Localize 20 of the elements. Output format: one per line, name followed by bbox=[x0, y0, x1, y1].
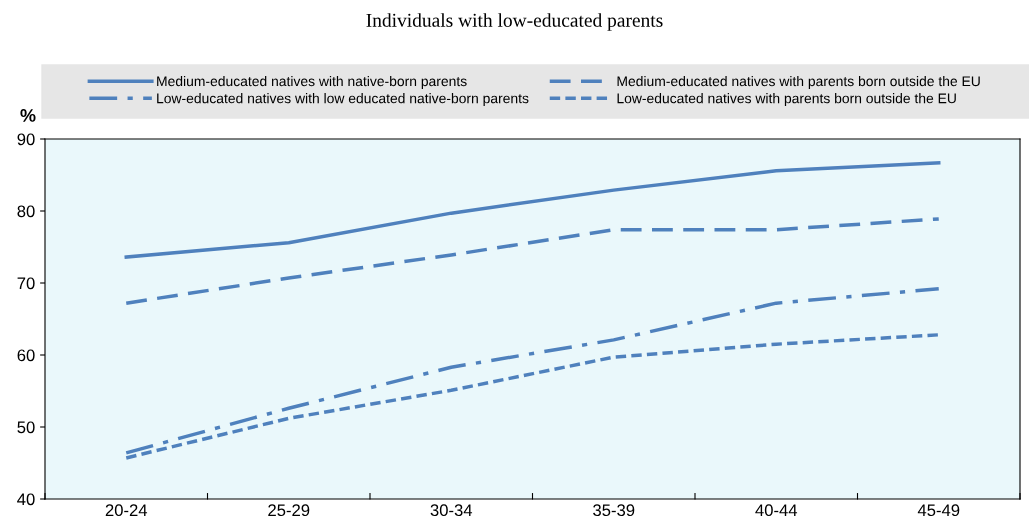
x-tick-label: 20-24 bbox=[105, 504, 148, 517]
x-tick-label: 25-29 bbox=[268, 504, 310, 517]
legend-label: Medium-educated natives with native-born parents bbox=[157, 75, 467, 89]
x-tick-label: 30-34 bbox=[430, 504, 473, 517]
y-tick-label: 40 bbox=[17, 493, 35, 506]
legend-label: Medium-educated natives with parents born outside the EU bbox=[617, 75, 980, 89]
x-tick-label: 35-39 bbox=[593, 504, 635, 517]
y-tick-label: 50 bbox=[17, 421, 35, 434]
y-tick-label: 70 bbox=[17, 277, 35, 290]
x-tick-label: 45-49 bbox=[917, 504, 960, 517]
x-tick-label: 40-44 bbox=[755, 504, 798, 517]
y-axis-title: % bbox=[20, 109, 36, 122]
legend-label: Low-educated natives with parents born outside the EU bbox=[617, 93, 956, 107]
y-tick-label: 90 bbox=[17, 133, 35, 146]
line-series bbox=[124, 161, 941, 259]
chart-title: Individuals with low-educated parents bbox=[366, 13, 663, 31]
legend-label: Low-educated natives with low educated native-born parents bbox=[157, 93, 529, 107]
y-tick-label: 80 bbox=[17, 205, 35, 218]
line-series bbox=[124, 217, 941, 305]
y-tick-label: 60 bbox=[17, 349, 35, 362]
